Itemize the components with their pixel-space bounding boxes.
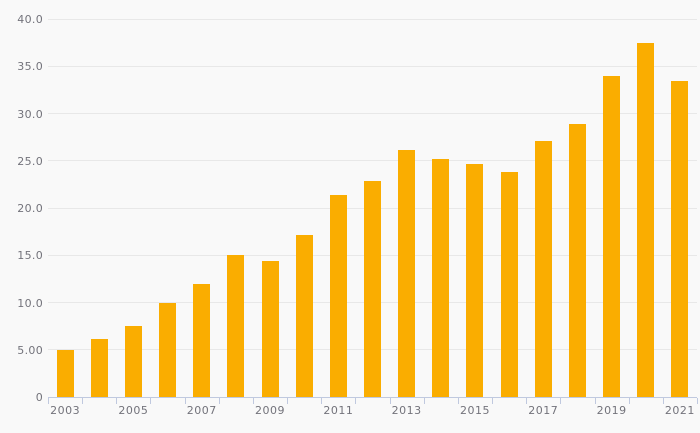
- x-axis-label-2013: 2013: [391, 404, 422, 417]
- x-tick: [697, 398, 698, 404]
- x-tick: [662, 398, 664, 404]
- y-axis-label: 15.0: [17, 249, 43, 263]
- y-axis-label: 30.0: [17, 107, 43, 121]
- y-axis-label: 25.0: [17, 154, 43, 168]
- bar-2020[interactable]: [637, 42, 655, 397]
- y-axis-label: 10.0: [17, 296, 43, 310]
- x-tick: [355, 398, 357, 404]
- bar-2017[interactable]: [534, 140, 552, 397]
- x-axis-label-2007: 2007: [186, 404, 217, 417]
- bar-2014[interactable]: [432, 158, 450, 397]
- bar-2010[interactable]: [295, 235, 313, 397]
- x-tick: [457, 398, 459, 404]
- bar-2013[interactable]: [398, 150, 416, 397]
- y-axis-label: 35.0: [17, 60, 43, 74]
- bar-2008[interactable]: [227, 255, 245, 397]
- x-tick: [492, 398, 494, 404]
- x-axis-label-2009: 2009: [255, 404, 286, 417]
- x-axis-label-2005: 2005: [118, 404, 149, 417]
- bar-2019[interactable]: [603, 75, 621, 397]
- bar-2011[interactable]: [329, 194, 347, 397]
- x-axis-label-2021: 2021: [664, 404, 695, 417]
- bar-2018[interactable]: [568, 123, 586, 397]
- x-tick: [116, 398, 118, 404]
- bar-2015[interactable]: [466, 163, 484, 397]
- gridline-25.0: [48, 160, 697, 162]
- bar-2009[interactable]: [261, 260, 279, 397]
- x-tick: [560, 398, 562, 404]
- bar-2004[interactable]: [90, 339, 108, 397]
- x-axis-label-2003: 2003: [50, 404, 81, 417]
- bar-2016[interactable]: [500, 172, 518, 397]
- y-axis-label: 5.00: [17, 343, 43, 357]
- y-axis-label: 20.0: [17, 202, 43, 215]
- x-tick: [150, 398, 152, 404]
- x-tick: [48, 398, 49, 404]
- plot-area: [48, 18, 697, 397]
- bar-2005[interactable]: [124, 326, 142, 397]
- x-axis-label-2019: 2019: [596, 404, 627, 417]
- y-axis-label: 0: [35, 391, 43, 404]
- bar-2006[interactable]: [159, 302, 177, 397]
- x-tick: [82, 398, 84, 404]
- x-tick: [252, 398, 254, 404]
- x-axis-label-2017: 2017: [528, 404, 559, 417]
- x-tick: [389, 398, 391, 404]
- gridline-35.0: [48, 65, 697, 67]
- x-tick: [184, 398, 186, 404]
- bar-2003[interactable]: [56, 349, 74, 397]
- x-tick: [218, 398, 220, 404]
- bar-2007[interactable]: [193, 283, 211, 397]
- x-tick: [594, 398, 596, 404]
- y-axis-label: 40.0: [17, 13, 43, 26]
- x-axis-line: [48, 397, 697, 398]
- x-tick: [526, 398, 528, 404]
- x-tick: [628, 398, 630, 404]
- bar-2012[interactable]: [364, 180, 381, 397]
- x-axis-label-2015: 2015: [459, 404, 490, 417]
- bar-2021[interactable]: [671, 81, 689, 397]
- x-tick: [321, 398, 323, 404]
- x-tick: [287, 398, 289, 404]
- x-axis-label-2011: 2011: [323, 404, 354, 417]
- x-tick: [423, 398, 425, 404]
- gridline-30.0: [48, 113, 697, 114]
- gridline-40.0: [48, 18, 697, 20]
